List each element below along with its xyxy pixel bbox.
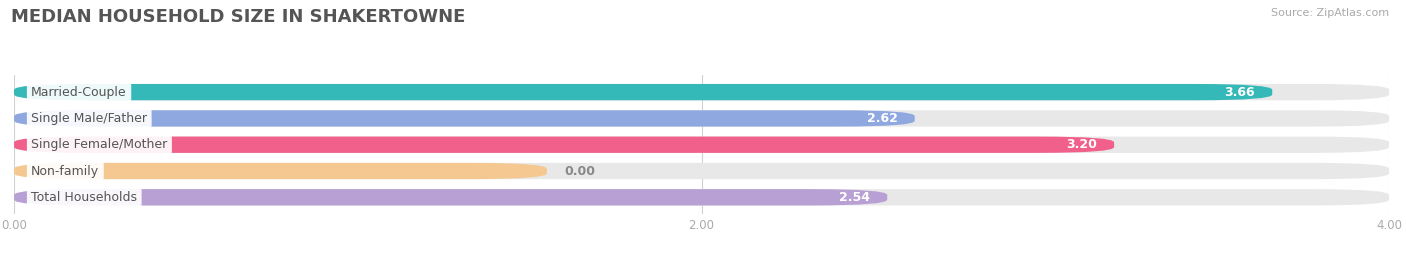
FancyBboxPatch shape [14,163,1389,179]
Text: Married-Couple: Married-Couple [31,86,127,99]
Text: Single Female/Mother: Single Female/Mother [31,138,167,151]
FancyBboxPatch shape [14,137,1114,153]
FancyBboxPatch shape [14,189,887,206]
FancyBboxPatch shape [14,110,915,126]
Text: 3.20: 3.20 [1066,138,1097,151]
FancyBboxPatch shape [14,84,1272,100]
Text: 0.00: 0.00 [564,165,595,177]
Text: Total Households: Total Households [31,191,138,204]
FancyBboxPatch shape [14,110,1389,126]
Text: Non-family: Non-family [31,165,100,177]
Text: 2.62: 2.62 [866,112,897,125]
Text: Source: ZipAtlas.com: Source: ZipAtlas.com [1271,8,1389,18]
FancyBboxPatch shape [14,84,1389,100]
Text: 2.54: 2.54 [839,191,870,204]
FancyBboxPatch shape [14,137,1389,153]
FancyBboxPatch shape [14,163,547,179]
Text: 3.66: 3.66 [1225,86,1256,99]
Text: MEDIAN HOUSEHOLD SIZE IN SHAKERTOWNE: MEDIAN HOUSEHOLD SIZE IN SHAKERTOWNE [11,8,465,26]
FancyBboxPatch shape [14,189,1389,206]
Text: Single Male/Father: Single Male/Father [31,112,148,125]
